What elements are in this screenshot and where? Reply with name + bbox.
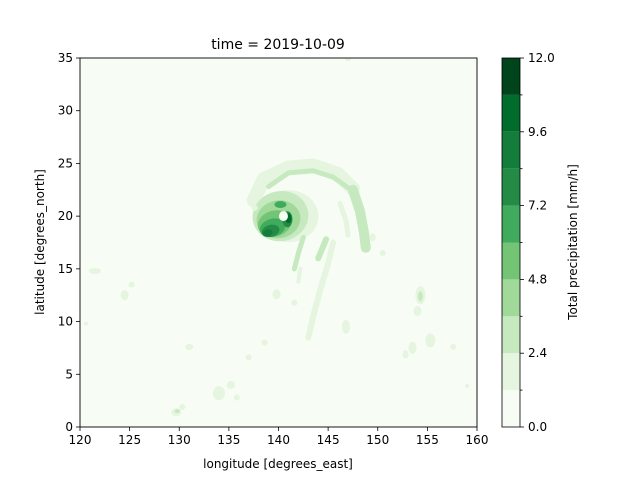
- precip-cell-core: [174, 409, 180, 414]
- x-axis: 120 125 130 135 140 145 150 155 160: [69, 427, 489, 447]
- precip-cell: [465, 383, 470, 388]
- colorbar-segment: [502, 279, 520, 317]
- colorbar-segment: [502, 390, 520, 427]
- precip-cell: [128, 281, 135, 288]
- precip-cell: [379, 250, 386, 257]
- rainband-north-inner: [266, 168, 351, 191]
- colorbar-segment: [502, 94, 520, 132]
- precipitation-field: [83, 58, 470, 417]
- precip-cell: [179, 403, 186, 410]
- colorbar-tick-label: 0.0: [528, 420, 547, 434]
- colorbar-tick-label: 12.0: [528, 51, 555, 65]
- x-tick-label: 125: [118, 433, 141, 447]
- precip-cell: [251, 204, 258, 211]
- precip-cell: [185, 343, 194, 350]
- precip-cell: [212, 386, 225, 401]
- precip-cell: [88, 267, 101, 274]
- precip-cell-core: [417, 291, 423, 302]
- rainband-east: [347, 184, 371, 253]
- colorbar-segment: [502, 353, 520, 391]
- precip-cell: [408, 341, 417, 354]
- precip-cell: [245, 354, 252, 361]
- trailing-band: [305, 239, 337, 341]
- colorbar-tick-label: 4.8: [528, 272, 547, 286]
- rainband-north-outer: [246, 158, 360, 208]
- precip-cell: [369, 233, 376, 242]
- rainband-east-inner: [337, 201, 351, 238]
- y-tick-label: 30: [58, 104, 73, 118]
- x-axis-label: longitude [degrees_east]: [203, 457, 353, 471]
- y-tick-label: 35: [58, 51, 73, 65]
- colorbar-segment: [502, 242, 520, 280]
- y-tick-label: 10: [58, 315, 73, 329]
- precip-cell: [450, 343, 457, 350]
- trailing-band-tail: [296, 266, 303, 284]
- colorbar-tick-label: 7.2: [528, 199, 547, 213]
- precip-cell: [344, 58, 351, 62]
- colorbar-segment: [502, 316, 520, 354]
- core-ring-6: [262, 229, 273, 237]
- precip-cell: [272, 289, 281, 300]
- colorbar-segment: [502, 205, 520, 243]
- x-tick-label: 120: [69, 433, 92, 447]
- x-tick-label: 160: [466, 433, 489, 447]
- colorbar-segment: [502, 58, 520, 95]
- y-axis-label: latitude [degrees_north]: [33, 169, 47, 315]
- precip-cell: [341, 319, 350, 334]
- precip-cell: [413, 306, 422, 317]
- colorbar-label: Total precipitation [mm/h]: [566, 164, 580, 321]
- x-tick-label: 130: [168, 433, 191, 447]
- colorbar-segment: [502, 168, 520, 206]
- y-tick-label: 15: [58, 262, 73, 276]
- typhoon-eye: [278, 211, 288, 222]
- precip-cell: [402, 350, 409, 359]
- y-tick-label: 5: [65, 367, 73, 381]
- colorbar-tick-label: 9.6: [528, 125, 547, 139]
- trailing-band-west: [291, 234, 306, 272]
- core-north-wall: [274, 201, 287, 209]
- x-tick-label: 145: [317, 433, 340, 447]
- colorbar-tick-label: 2.4: [528, 346, 547, 360]
- y-tick-label: 0: [65, 420, 73, 434]
- x-tick-label: 150: [366, 433, 389, 447]
- precip-cell: [261, 339, 268, 346]
- plot-background: [80, 58, 477, 427]
- precip-cell: [291, 299, 298, 306]
- chart-title: time = 2019-10-09: [211, 37, 345, 53]
- precip-cell: [120, 290, 129, 301]
- y-axis: 0 5 10 15 20 25 30 35: [58, 51, 80, 434]
- y-tick-label: 20: [58, 209, 73, 223]
- x-tick-label: 140: [267, 433, 290, 447]
- colorbar-segment: [502, 131, 520, 169]
- x-tick-label: 155: [416, 433, 439, 447]
- x-tick-label: 135: [217, 433, 240, 447]
- precip-cell: [425, 333, 436, 348]
- colorbar: 0.0 2.4 4.8 7.2 9.6 12.0: [501, 51, 555, 434]
- precip-cell: [83, 321, 88, 326]
- precip-cell: [226, 380, 235, 389]
- precip-cell: [233, 394, 240, 401]
- y-tick-label: 25: [58, 156, 73, 170]
- trailing-band-inner: [315, 236, 330, 262]
